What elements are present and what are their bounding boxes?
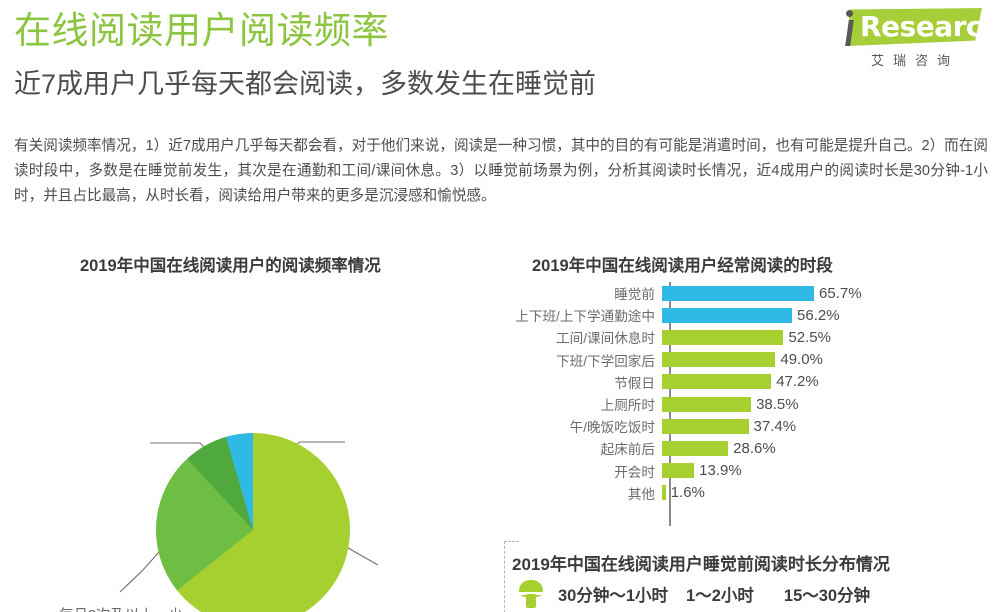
bar-chart: 睡觉前 65.7% 上下班/上下学通勤途中 56.2% 工间/课间休息时 52.5% 下班/… (510, 282, 1000, 540)
bar-fill (662, 307, 793, 323)
bar-fill (662, 374, 772, 390)
bar-category-label: 其他 (627, 486, 655, 502)
pie-label-month3: 每月3次及以上，少 于每周一次 7.4% (46, 606, 196, 612)
bar-value-label: 49.0% (780, 351, 823, 369)
bar-value-label: 38.5% (756, 395, 799, 413)
summary-paragraph: 有关阅读频率情况，1）近7成用户几乎每天都会看，对于他们来说，阅读是一种习惯，其… (14, 138, 988, 204)
bar-row: 开会时 13.9% (510, 460, 1000, 482)
bar-chart-title: 2019年中国在线阅读用户经常阅读的时段 (532, 257, 833, 275)
bar-track: 13.9% (662, 460, 1000, 482)
logo-i-dot-icon (846, 10, 853, 17)
duration-strip: 30分钟～1小时 1～2小时 15～30分钟 (510, 576, 1000, 612)
bar-track: 38.5% (662, 393, 1000, 415)
bar-track: 49.0% (662, 349, 1000, 371)
bar-fill (662, 329, 784, 345)
bar-category-label: 上下班/上下学通勤途中 (515, 309, 655, 325)
iresearch-logo: Research 艾瑞咨询 (824, 8, 1000, 70)
bar-track: 65.7% (662, 282, 1000, 304)
bar-track: 47.2% (662, 371, 1000, 393)
bar-fill (662, 485, 666, 501)
bar-track: 1.6% (662, 482, 1000, 504)
bar-value-label: 47.2% (776, 373, 819, 391)
bar-category-label: 睡觉前 (614, 287, 655, 303)
bar-value-label: 13.9% (699, 462, 742, 480)
duration-dashed-frame (504, 541, 519, 612)
bar-row: 上下班/上下学通勤途中 56.2% (510, 304, 1000, 326)
duration-title: 2019年中国在线阅读用户睡觉前阅读时长分布情况 (512, 555, 890, 574)
bar-fill (662, 463, 695, 479)
bar-track: 52.5% (662, 326, 1000, 348)
bar-category-label: 节假日 (614, 375, 655, 391)
page-subtitle: 近7成用户几乎每天都会阅读，多数发生在睡觉前 (14, 69, 597, 99)
bar-category-label: 午/晚饭吃饭时 (569, 420, 655, 436)
pie-chart-title: 2019年中国在线阅读用户的阅读频率情况 (80, 257, 381, 275)
logo-shape (846, 8, 982, 46)
bar-category-label: 开会时 (614, 464, 655, 480)
bar-category-label: 下班/下学回家后 (556, 353, 655, 369)
logo-mark: Research (824, 8, 1000, 48)
bar-track: 37.4% (662, 415, 1000, 437)
bar-fill (662, 285, 814, 301)
duration-item-1: 1～2小时 (686, 587, 754, 605)
bar-value-label: 56.2% (797, 306, 840, 324)
bar-row: 工间/课间休息时 52.5% (510, 326, 1000, 348)
lightbulb-icon (516, 580, 546, 608)
bar-fill (662, 440, 729, 456)
bar-track: 56.2% (662, 304, 1000, 326)
bar-category-label: 工间/课间休息时 (556, 331, 655, 347)
bar-value-label: 28.6% (733, 439, 776, 457)
bar-row: 上厕所时 38.5% (510, 393, 1000, 415)
bar-row: 睡觉前 65.7% (510, 282, 1000, 304)
bar-fill (662, 352, 776, 368)
duration-item-2: 15～30分钟 (783, 587, 871, 605)
bar-fill (662, 418, 749, 434)
duration-item-0: 30分钟～1小时 (558, 587, 669, 605)
bar-row: 起床前后 28.6% (510, 437, 1000, 459)
bar-chart-rows: 睡觉前 65.7% 上下班/上下学通勤途中 56.2% 工间/课间休息时 52.5% 下班/… (510, 282, 1000, 504)
bar-value-label: 52.5% (788, 328, 831, 346)
bar-row: 午/晚饭吃饭时 37.4% (510, 415, 1000, 437)
pie-chart: 每月3次及以上，少 于每周一次 7.4% 每月1-3次 4.5% 每周3次及以上… (0, 280, 510, 612)
bar-fill (662, 396, 752, 412)
bar-value-label: 37.4% (753, 417, 797, 435)
bar-row: 其他 1.6% (510, 482, 1000, 504)
bar-category-label: 上厕所时 (600, 398, 655, 414)
logo-chinese-name: 艾瑞咨询 (870, 53, 959, 68)
bar-row: 节假日 47.2% (510, 371, 1000, 393)
bar-track: 28.6% (662, 437, 1000, 459)
bar-category-label: 起床前后 (600, 442, 655, 458)
bar-row: 下班/下学回家后 49.0% (510, 349, 1000, 371)
logo-wordmark: Research (860, 10, 1000, 43)
pie-slices (156, 433, 350, 612)
bar-value-label: 1.6% (670, 484, 705, 502)
page-title: 在线阅读用户阅读频率 (14, 10, 389, 51)
bar-value-label: 65.7% (819, 284, 862, 302)
